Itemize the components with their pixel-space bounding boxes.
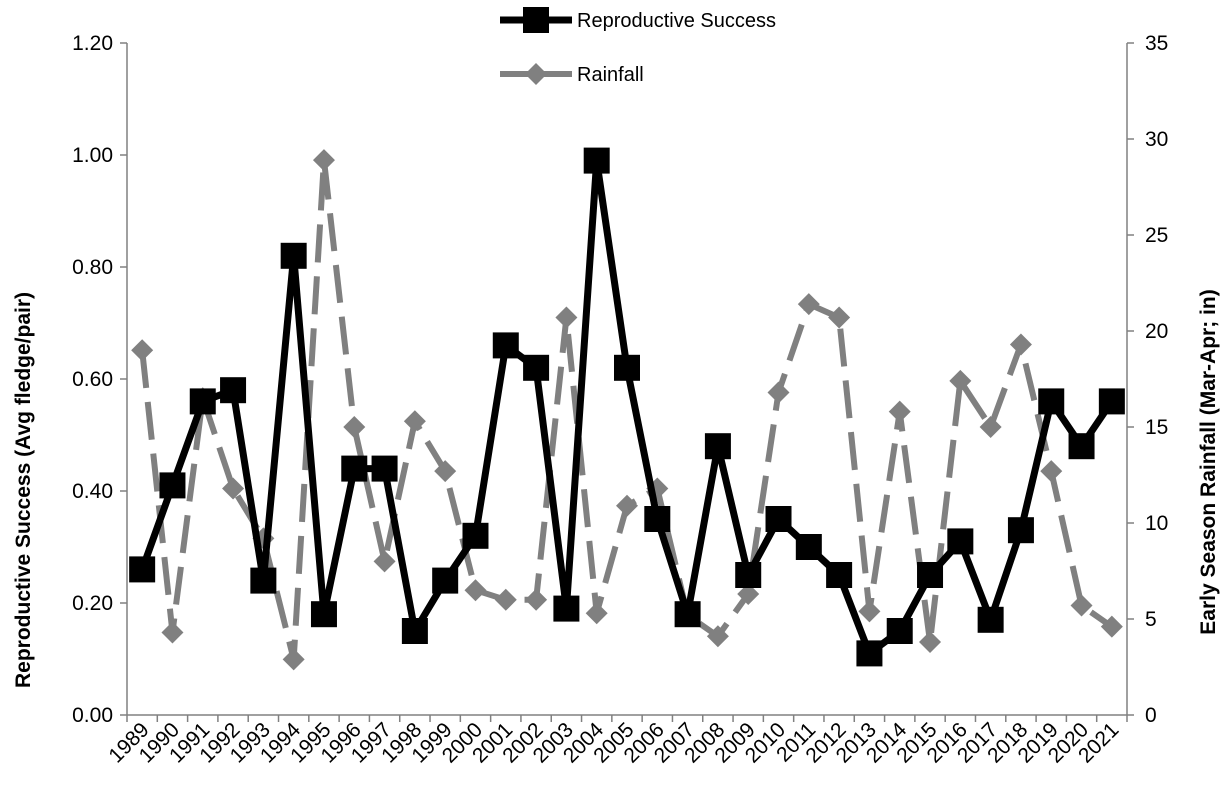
legend-rainfall-marker [525,63,547,85]
right-axis-title: Early Season Rainfall (Mar-Apr; in) [1197,289,1220,634]
left-tick-label: 1.20 [72,32,113,55]
left-tick-label: 0.40 [72,480,113,503]
rainfall-point [434,460,457,483]
right-tick-label: 10 [1145,512,1168,535]
left-tick-label: 0.00 [72,704,113,727]
reproductive-success-point [553,595,580,622]
right-tick-label: 0 [1145,704,1157,727]
reproductive-success-point [310,601,337,628]
reproductive-success-point [583,147,610,174]
rainfall-point [949,369,972,392]
reproductive-success-point [886,618,913,644]
legend-reproductive-success-label: Reproductive Success [577,10,776,32]
rainfall-point [706,625,729,648]
reproductive-success-point [856,640,883,667]
rainfall-point [737,583,760,606]
rainfall-point [919,631,942,654]
right-tick-label: 20 [1145,320,1168,343]
rainfall-point [858,600,881,623]
reproductive-success-point [977,606,1004,633]
rainfall-point [979,416,1002,438]
reproductive-success-point [917,562,944,588]
rainfall-point [282,648,305,671]
reproductive-success-point [1068,433,1095,460]
reproductive-success-point [371,455,398,482]
rainfall-point [616,494,638,517]
rainfall-point [1009,333,1032,356]
reproductive-success-point [341,455,368,482]
rainfall-point [888,400,911,423]
reproductive-success-point [644,506,671,532]
reproductive-success-line [138,157,1115,657]
legend-reproductive-success-marker [523,7,549,33]
reproductive-success-point [674,601,701,628]
reproductive-success-point [947,528,974,555]
rainfall-point [312,149,335,172]
left-tick-label: 1.00 [72,144,113,167]
reproductive-success-point [826,562,853,588]
reproductive-success-point [250,567,277,594]
reproductive-success-point [401,618,428,644]
reproductive-success-point [1098,388,1125,415]
rainfall-point [373,550,396,573]
rainfall-point [525,588,548,611]
rainfall-point [343,416,366,438]
reproductive-success-point [795,534,822,560]
right-tick-label: 30 [1145,128,1168,151]
rainfall-point [131,339,154,362]
left-tick-label: 0.20 [72,592,113,615]
rainfall-point [1100,615,1123,638]
rainfall-point [403,410,426,433]
reproductive-success-point [735,562,762,588]
reproductive-success-point [129,556,156,583]
rainfall-point [1070,594,1093,617]
rainfall-point [1040,460,1063,483]
rainfall-point [555,306,578,329]
reproductive-success-point [523,354,550,381]
reproductive-success-point [462,522,489,549]
rainfall-point [464,579,487,602]
rainfall-line [139,157,1114,663]
chart-legend: Reproductive Success Rainfall [500,7,776,86]
right-tick-label: 25 [1145,224,1168,247]
right-tick-label: 5 [1145,608,1157,631]
right-tick-label: 15 [1145,416,1168,439]
reproductive-success-point [189,388,216,415]
rainfall-point [585,602,608,625]
left-axis-title: Reproductive Success (Avg fledge/pair) [12,292,35,688]
reproductive-success-point [704,433,731,460]
reproductive-success-point [432,567,459,594]
rainfall-point [828,306,851,329]
right-tick-label: 35 [1145,32,1168,55]
rainfall-point [797,293,820,316]
rainfall-point [494,588,517,611]
left-tick-label: 0.60 [72,368,113,391]
chart-series-layer [129,147,1125,671]
rainfall-point [161,621,184,644]
reproductive-success-point [1007,517,1034,544]
reproductive-success-point [1038,388,1065,415]
reproductive-success-point [159,472,186,499]
reproductive-success-point [220,377,247,404]
legend-rainfall-label: Rainfall [577,64,644,86]
rainfall-point [767,381,790,404]
left-tick-label: 0.80 [72,256,113,279]
reproductive-success-point [492,332,519,359]
reproductive-success-point [614,354,640,381]
reproductive-success-point [765,506,792,532]
reproductive-success-point [280,242,307,269]
chart-axes: 0.00 0.20 0.40 0.60 0.80 1.00 1.20 0 5 10 15 20 25 30… [72,32,1168,768]
rainfall-point [222,477,245,500]
